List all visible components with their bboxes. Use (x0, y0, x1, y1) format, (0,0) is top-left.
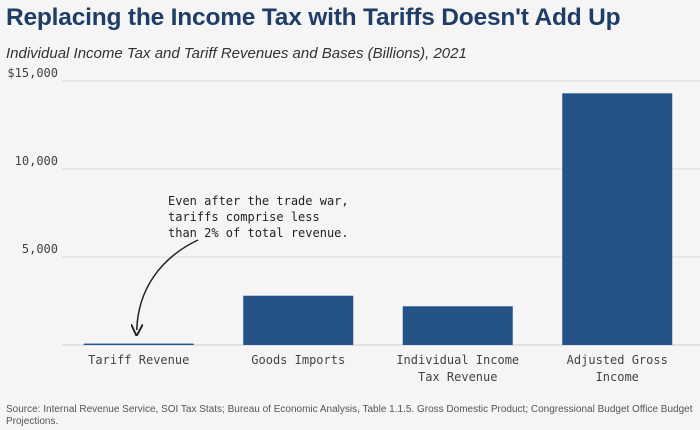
bars (83, 93, 673, 345)
bar (83, 343, 194, 345)
y-tick-label: 10,000 (15, 154, 58, 168)
y-axis-ticks: 5,000 10,000 $15,000 (7, 66, 58, 256)
bar (562, 93, 673, 345)
bar (402, 306, 513, 345)
annotation-text: Even after the trade war, (168, 194, 349, 208)
chart-subtitle: Individual Income Tax and Tariff Revenue… (6, 45, 467, 62)
annotation-arrow (137, 239, 199, 330)
annotation-text: tariffs comprise less (168, 210, 320, 224)
bar (243, 295, 354, 345)
x-category-label: Individual Income (396, 353, 519, 367)
bar-chart: 5,000 10,000 $15,000 Tariff Revenue Goods I… (7, 66, 700, 384)
x-category-label: Goods Imports (251, 353, 345, 367)
chart-title: Replacing the Income Tax with Tariffs Do… (6, 4, 621, 31)
annotation-text: than 2% of total revenue. (168, 226, 349, 240)
x-category-label: Tariff Revenue (88, 353, 189, 367)
annotation: Even after the trade war, tariffs compris… (137, 194, 349, 330)
x-axis-labels: Tariff Revenue Goods Imports Individual In… (88, 353, 668, 384)
y-tick-label: $15,000 (7, 66, 58, 80)
x-category-label: Adjusted Gross (567, 353, 668, 367)
y-tick-label: 5,000 (22, 242, 58, 256)
x-category-label: Income (596, 370, 639, 384)
x-category-label: Tax Revenue (418, 370, 497, 384)
source-note: Source: Internal Revenue Service, SOI Ta… (6, 404, 693, 427)
